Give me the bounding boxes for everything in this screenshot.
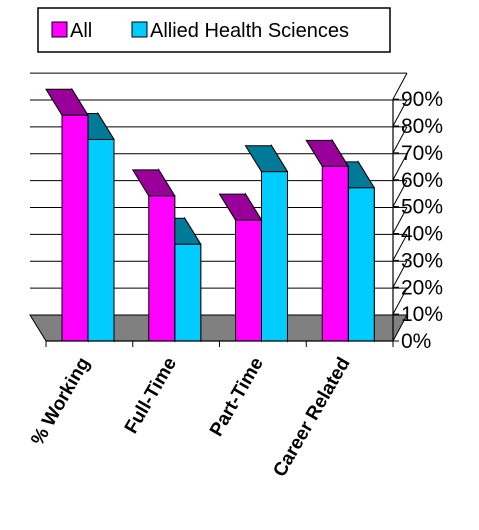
gridline-depth <box>392 72 408 100</box>
tick-label: 80% <box>401 115 443 138</box>
bar-front <box>174 243 202 342</box>
value-axis: 0% 10% 20% 30% 40% 50% 60% 70% 80% 90% <box>45 88 443 353</box>
bar-allied-health-2 <box>244 143 289 343</box>
bar-all-2 <box>218 192 263 343</box>
gridline-depth <box>392 180 408 207</box>
legend-label-all: All <box>70 20 92 42</box>
tick-label: 50% <box>401 196 443 219</box>
tick-label: 60% <box>401 169 443 192</box>
bar-front <box>87 138 115 342</box>
bar-top <box>45 88 89 116</box>
legend-swatch-all <box>51 21 68 38</box>
bar-all-1 <box>131 168 176 343</box>
tick-label: 20% <box>401 276 443 299</box>
bar-allied-health-3 <box>331 160 376 343</box>
tick-label: 40% <box>401 223 443 246</box>
bar-all-3 <box>305 138 350 343</box>
legend-label-allied-health: Allied Health Sciences <box>150 20 349 42</box>
bar-allied-health-0 <box>71 111 115 343</box>
category-label: Part-Time <box>206 354 268 440</box>
bar-all-0 <box>45 87 89 343</box>
bar-front <box>321 165 349 342</box>
gridline-depth <box>392 126 408 154</box>
bar-front <box>235 219 262 342</box>
legend: All Allied Health Sciences <box>37 7 391 53</box>
gridline-depth <box>392 99 408 127</box>
tick-label: 90% <box>401 88 443 111</box>
bar-front <box>61 114 89 342</box>
gridline-depth <box>392 153 408 180</box>
gridline-depth <box>392 234 408 261</box>
category-label: Full-Time <box>121 354 181 437</box>
bar-front <box>148 195 176 342</box>
gridline-depth <box>392 287 408 315</box>
legend-swatch-allied-health <box>131 21 148 38</box>
tick-label: 0% <box>401 330 431 353</box>
bars <box>45 87 376 343</box>
category-labels: % Working Full-Time Part-Time Career Relate… <box>27 354 354 481</box>
bar-front <box>347 187 375 342</box>
tick-label: 10% <box>401 303 443 326</box>
legend-box <box>37 7 391 53</box>
bar-front <box>261 171 288 342</box>
tick-label: 70% <box>401 142 443 165</box>
bar-top <box>131 169 176 197</box>
bar-top <box>244 145 289 173</box>
gridline-depth <box>392 261 408 288</box>
category-label: Career Related <box>269 354 354 481</box>
category-label: % Working <box>27 354 94 449</box>
gridline-depth <box>392 207 408 234</box>
tick-label: 30% <box>401 249 443 272</box>
